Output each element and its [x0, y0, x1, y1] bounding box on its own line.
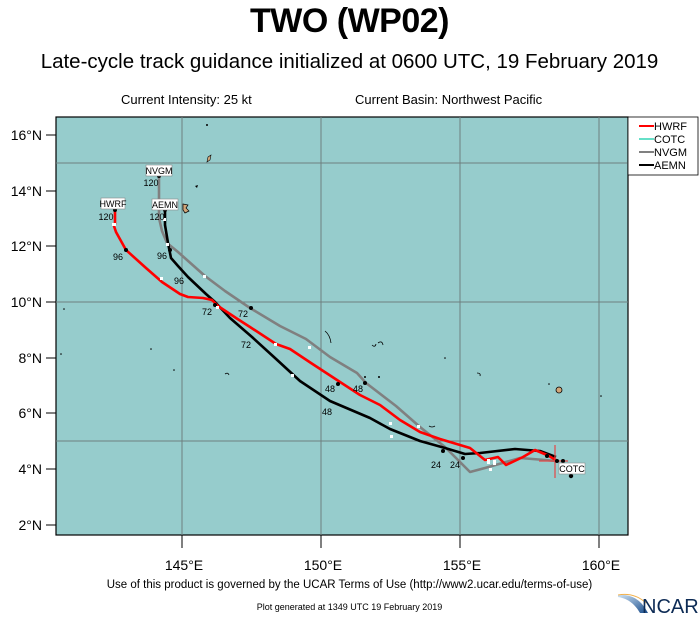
- svg-text:120: 120: [149, 212, 164, 222]
- lat-labels: 16°N 14°N 12°N 10°N 8°N 6°N 4°N 2°N: [11, 127, 42, 533]
- svg-text:48: 48: [322, 407, 332, 417]
- svg-text:96: 96: [174, 276, 184, 286]
- svg-text:72: 72: [202, 307, 212, 317]
- forecast-hour-labels: 120 120 120 96 96 96 72 72 72 48 48 48 2…: [98, 178, 460, 470]
- current-basin: Current Basin: Northwest Pacific: [355, 92, 543, 107]
- svg-text:150°E: 150°E: [304, 557, 342, 573]
- svg-text:24: 24: [450, 460, 460, 470]
- plot-generated-time: Plot generated at 1349 UTC 19 February 2…: [256, 602, 443, 612]
- current-intensity: Current Intensity: 25 kt: [121, 92, 252, 107]
- svg-text:8°N: 8°N: [19, 350, 43, 366]
- guam-island: [182, 203, 190, 214]
- cotc-marker: [539, 445, 574, 479]
- aemn-track: [163, 210, 557, 459]
- svg-text:96: 96: [113, 252, 123, 262]
- ncar-logo-icon: NCAR: [618, 593, 698, 615]
- svg-text:2°N: 2°N: [19, 517, 43, 533]
- legend-cotc: COTC: [654, 134, 685, 146]
- hwrf-track: [112, 210, 557, 467]
- storm-title: TWO (WP02): [250, 2, 449, 40]
- legend-aemn: AEMN: [654, 160, 686, 172]
- svg-text:72: 72: [241, 340, 251, 350]
- svg-text:155°E: 155°E: [443, 557, 481, 573]
- svg-text:14°N: 14°N: [11, 183, 42, 199]
- svg-text:120: 120: [98, 212, 113, 222]
- svg-text:12°N: 12°N: [11, 238, 42, 254]
- track-12h-markers: [112, 218, 496, 471]
- axis-ticks: [46, 134, 600, 548]
- svg-text:4°N: 4°N: [19, 461, 43, 477]
- lon-labels: 145°E 150°E 155°E 160°E: [165, 557, 620, 573]
- islands: [60, 124, 602, 428]
- svg-text:160°E: 160°E: [582, 557, 620, 573]
- svg-text:96: 96: [157, 251, 167, 261]
- nvgm-track: [157, 176, 557, 474]
- graticule: [56, 117, 628, 535]
- legend-nvgm: NVGM: [654, 147, 687, 159]
- aemn-end-label: AEMN: [152, 200, 178, 210]
- legend-hwrf: HWRF: [654, 121, 687, 133]
- svg-text:72: 72: [238, 309, 248, 319]
- nvgm-end-label: NVGM: [146, 166, 173, 176]
- legend: HWRF COTC NVGM AEMN: [627, 116, 699, 176]
- svg-text:120: 120: [143, 178, 158, 188]
- svg-text:10°N: 10°N: [11, 294, 42, 310]
- svg-text:48: 48: [325, 384, 335, 394]
- svg-text:NCAR: NCAR: [642, 596, 698, 615]
- track-24h-markers: [113, 174, 565, 463]
- cotc-end-label: COTC: [559, 464, 585, 474]
- terms-of-use-notice: Use of this product is governed by the U…: [106, 579, 593, 591]
- svg-text:16°N: 16°N: [11, 127, 42, 143]
- model-label-boxes: HWRF NVGM AEMN COTC: [100, 164, 586, 475]
- svg-text:48: 48: [353, 384, 363, 394]
- svg-text:24: 24: [431, 460, 441, 470]
- svg-text:6°N: 6°N: [19, 405, 43, 421]
- svg-text:145°E: 145°E: [165, 557, 203, 573]
- guidance-subtitle: Late-cycle track guidance initialized at…: [40, 50, 659, 73]
- ocean-area: [55, 116, 629, 536]
- hwrf-end-label: HWRF: [100, 199, 127, 209]
